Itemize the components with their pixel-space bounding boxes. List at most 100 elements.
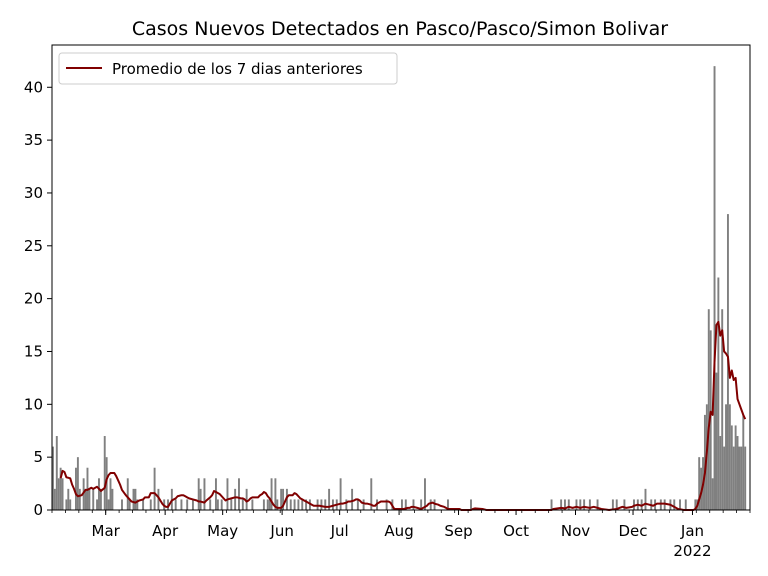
bar bbox=[76, 457, 79, 510]
plot-frame bbox=[51, 44, 751, 511]
bar bbox=[742, 414, 745, 510]
bar bbox=[61, 478, 64, 510]
bar bbox=[596, 499, 599, 510]
bar bbox=[262, 499, 265, 510]
bar bbox=[276, 499, 279, 510]
moving-average-line bbox=[59, 320, 747, 511]
bar bbox=[345, 499, 348, 510]
bar bbox=[550, 499, 553, 510]
bar bbox=[316, 499, 319, 510]
bar bbox=[324, 499, 327, 510]
bar bbox=[99, 488, 102, 510]
x-tick-label: Jan bbox=[680, 522, 704, 540]
bar bbox=[280, 488, 283, 510]
bar bbox=[55, 436, 58, 510]
bar bbox=[126, 478, 129, 510]
bar bbox=[109, 478, 112, 510]
bar bbox=[730, 425, 733, 510]
bar bbox=[719, 436, 722, 510]
bar bbox=[65, 499, 68, 510]
y-tick-label: 40 bbox=[24, 78, 43, 96]
y-tick-label: 15 bbox=[24, 342, 43, 360]
bar bbox=[694, 499, 697, 510]
bar bbox=[75, 467, 77, 510]
axes: 0 5 10 15 20 25 30 35 40 Mar Apr May Jun Jul Aug Sep Oct… bbox=[24, 44, 751, 560]
bar bbox=[297, 499, 300, 510]
bar-series bbox=[52, 66, 747, 510]
bar bbox=[721, 309, 724, 510]
bar bbox=[709, 330, 712, 510]
x-tick-label: Jun bbox=[269, 522, 293, 540]
bar bbox=[744, 446, 747, 510]
bar bbox=[717, 277, 720, 510]
bar bbox=[96, 499, 99, 510]
bar bbox=[157, 488, 160, 510]
bar bbox=[214, 478, 217, 510]
bar bbox=[644, 488, 647, 510]
bar bbox=[238, 478, 240, 510]
x-tick-label: Aug bbox=[384, 522, 413, 540]
bar bbox=[301, 499, 304, 510]
bar bbox=[736, 436, 739, 510]
bar bbox=[220, 499, 223, 510]
bar bbox=[659, 499, 662, 510]
x-tick-year-label: 2022 bbox=[673, 542, 711, 560]
y-tick-label: 10 bbox=[24, 395, 43, 413]
x-tick-label: Oct bbox=[503, 522, 529, 540]
bar bbox=[251, 499, 254, 510]
bar bbox=[270, 478, 273, 510]
bar bbox=[174, 499, 177, 510]
bar bbox=[424, 478, 426, 510]
bar bbox=[197, 478, 200, 510]
bar bbox=[78, 488, 81, 510]
bar bbox=[740, 446, 743, 510]
bar bbox=[588, 499, 591, 510]
bar bbox=[67, 488, 70, 510]
bar bbox=[180, 499, 183, 510]
bar bbox=[412, 499, 415, 510]
bar bbox=[728, 404, 731, 510]
bar bbox=[623, 499, 626, 510]
bar bbox=[149, 499, 152, 510]
chart-title: Casos Nuevos Detectados en Pasco/Pasco/S… bbox=[132, 18, 668, 40]
x-tick-label: Mar bbox=[92, 522, 121, 540]
bar bbox=[203, 478, 206, 510]
bar bbox=[401, 499, 403, 510]
bar bbox=[245, 488, 248, 510]
bar bbox=[370, 478, 373, 510]
bar bbox=[241, 499, 244, 510]
bar bbox=[420, 499, 423, 510]
bar bbox=[132, 488, 135, 510]
bar bbox=[186, 499, 189, 510]
bar bbox=[707, 309, 710, 510]
bar bbox=[92, 488, 95, 510]
bar bbox=[339, 478, 342, 510]
line-series bbox=[59, 320, 747, 511]
bar bbox=[331, 499, 334, 510]
bar bbox=[433, 499, 436, 510]
y-tick-label: 0 bbox=[33, 501, 43, 519]
bar bbox=[136, 499, 139, 510]
bar bbox=[230, 499, 233, 510]
bar bbox=[362, 499, 365, 510]
bar bbox=[134, 488, 137, 510]
bar bbox=[679, 499, 681, 510]
bar bbox=[52, 446, 54, 510]
bar bbox=[98, 478, 100, 510]
y-tick-label: 35 bbox=[24, 131, 43, 149]
bar bbox=[470, 499, 472, 510]
x-tick-label: Dec bbox=[619, 522, 648, 540]
bar bbox=[153, 467, 156, 510]
bar bbox=[191, 499, 194, 510]
bar bbox=[121, 499, 123, 510]
legend: Promedio de los 7 dias anteriores bbox=[58, 52, 398, 85]
bar bbox=[579, 499, 582, 510]
bar bbox=[209, 499, 212, 510]
bar bbox=[611, 499, 614, 510]
bar bbox=[711, 478, 714, 510]
x-tick-label: Nov bbox=[561, 522, 590, 540]
bar bbox=[103, 436, 106, 510]
x-tick-label: May bbox=[207, 522, 238, 540]
bar bbox=[128, 499, 131, 510]
